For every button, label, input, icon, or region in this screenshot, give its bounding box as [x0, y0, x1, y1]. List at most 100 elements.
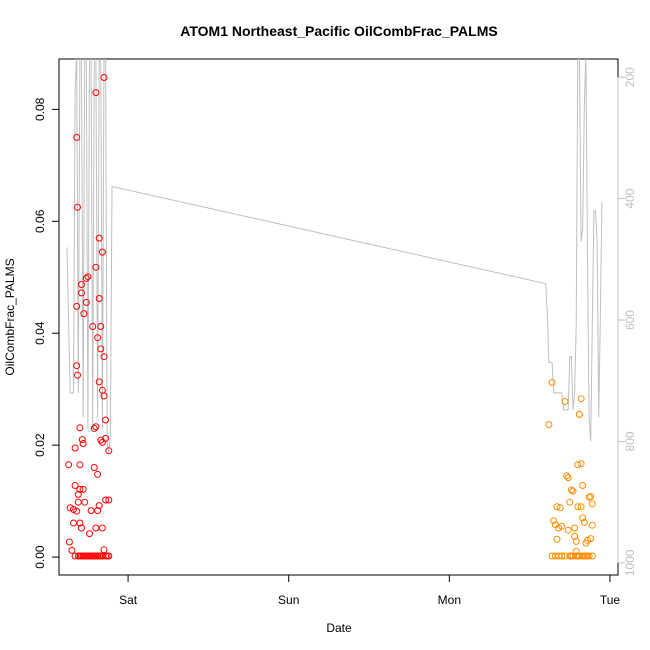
- data-point: [580, 518, 588, 526]
- x-tick-label: Sun: [278, 593, 299, 607]
- data-point: [92, 89, 100, 97]
- data-point: [567, 486, 575, 494]
- data-point: [74, 371, 81, 379]
- y-axis: 0.00 0.02 0.04 0.06 0.08: [33, 97, 60, 569]
- data-point: [74, 498, 82, 506]
- data-point: [100, 392, 108, 400]
- data-point: [82, 298, 90, 306]
- right-y-tick-label: 200: [623, 67, 637, 87]
- altitude-line: [66, 59, 603, 454]
- data-point: [584, 552, 591, 560]
- data-point: [82, 274, 90, 282]
- data-point: [78, 289, 85, 297]
- data-point: [76, 552, 84, 560]
- x-axis-label: Date: [326, 621, 352, 635]
- data-point: [563, 472, 571, 480]
- data-point: [97, 323, 105, 330]
- data-point: [97, 436, 105, 444]
- data-point: [574, 552, 582, 560]
- data-point: [556, 504, 564, 512]
- data-point: [577, 395, 585, 403]
- data-point: [553, 535, 561, 543]
- data-point: [68, 546, 76, 554]
- data-point: [90, 464, 98, 471]
- data-point: [550, 517, 558, 525]
- data-point: [574, 461, 582, 469]
- data-point: [76, 461, 84, 469]
- data-point: [577, 460, 585, 468]
- chart-title: ATOM1 Northeast_Pacific OilCombFrac_PALM…: [180, 23, 497, 39]
- plot-frame: [58, 58, 619, 576]
- data-point: [95, 502, 103, 510]
- right-y-tick-label: 600: [623, 310, 637, 330]
- data-point: [100, 353, 108, 361]
- data-point: [95, 234, 103, 242]
- data-point: [73, 507, 81, 515]
- data-point: [79, 485, 87, 493]
- data-point: [92, 263, 100, 271]
- data-point: [65, 461, 73, 469]
- data-point: [100, 74, 108, 81]
- data-point: [95, 378, 103, 386]
- y-axis-label: OilCombFrac_PALMS: [3, 258, 17, 375]
- data-point: [95, 552, 103, 560]
- data-point: [105, 447, 113, 455]
- data-point: [87, 507, 95, 515]
- data-point: [84, 273, 92, 281]
- data-point: [76, 424, 84, 432]
- data-point: [98, 248, 106, 256]
- right-y-tick-label: 800: [623, 431, 637, 451]
- data-point: [71, 552, 79, 560]
- data-point: [102, 496, 110, 504]
- x-tick-label: Mon: [438, 593, 461, 607]
- data-point: [74, 490, 82, 498]
- data-point: [81, 498, 89, 506]
- x-tick-label: Tue: [600, 593, 621, 607]
- data-point: [65, 538, 73, 546]
- data-point: [558, 552, 566, 560]
- data-point: [76, 485, 84, 493]
- data-point: [564, 474, 572, 482]
- data-point: [94, 334, 102, 342]
- y-tick-label: 0.04: [33, 321, 47, 345]
- data-point: [566, 498, 574, 506]
- data-point: [548, 379, 556, 386]
- data-point: [545, 421, 553, 428]
- data-point: [561, 398, 569, 405]
- y-tick-label: 0.02: [33, 433, 47, 457]
- data-point: [571, 524, 579, 532]
- data-point: [66, 504, 74, 512]
- data-point: [577, 503, 585, 511]
- data-point: [73, 362, 81, 370]
- data-point: [588, 521, 596, 529]
- data-point: [74, 203, 81, 211]
- data-point: [94, 507, 102, 515]
- data-point: [73, 133, 81, 141]
- data-point: [558, 522, 566, 530]
- data-point: [79, 440, 87, 447]
- data-point: [95, 295, 103, 302]
- data-point: [588, 500, 596, 508]
- x-axis: Sat Sun Mon Tue: [119, 574, 621, 607]
- data-point: [564, 526, 572, 534]
- data-point: [92, 552, 100, 560]
- right-y-tick-label: 1000: [623, 549, 637, 576]
- right-y-tick-label: 400: [623, 188, 637, 208]
- x-tick-label: Sat: [119, 593, 138, 607]
- scatter-points-layer: [65, 74, 596, 560]
- data-point: [587, 493, 595, 501]
- data-point: [86, 530, 93, 538]
- data-point: [89, 323, 97, 330]
- y-tick-label: 0.00: [33, 545, 47, 569]
- data-point: [78, 281, 85, 288]
- data-point: [90, 424, 98, 432]
- data-point: [70, 519, 77, 527]
- data-point: [97, 345, 105, 353]
- data-point: [569, 487, 577, 495]
- data-point: [71, 482, 79, 489]
- data-point: [587, 535, 595, 543]
- data-point: [579, 482, 587, 489]
- data-point: [553, 503, 561, 511]
- data-point: [76, 519, 84, 527]
- data-point: [98, 524, 106, 532]
